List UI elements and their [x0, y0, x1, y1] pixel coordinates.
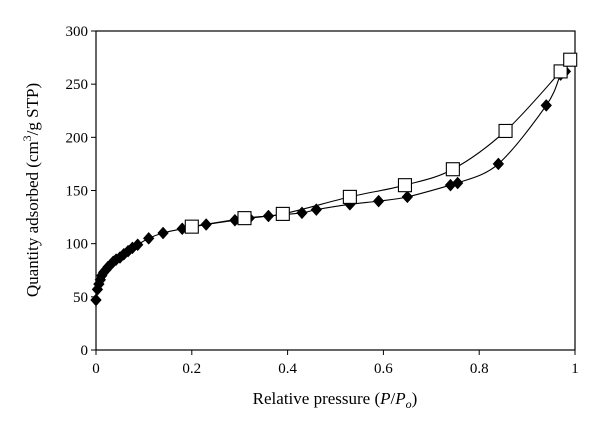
- square-marker: [397, 178, 413, 193]
- diamond-marker: [310, 203, 323, 217]
- diamond-marker: [262, 209, 275, 223]
- diamond-marker: [296, 206, 308, 220]
- y-axis-title: Quantity adsorbed (cm3/g STP): [20, 83, 42, 297]
- diamond-marker: [540, 99, 552, 112]
- series-line-1: [95, 70, 566, 301]
- y-tick-label: 200: [66, 130, 89, 146]
- x-tick-label: 0.4: [278, 361, 297, 377]
- y-tick-label: 0: [81, 343, 89, 359]
- square-marker: [498, 123, 513, 139]
- diamond-marker: [142, 231, 155, 245]
- y-tick-label: 150: [66, 184, 89, 200]
- y-tick-label: 100: [66, 237, 89, 253]
- series-markers: [90, 52, 578, 307]
- diamond-marker: [451, 176, 464, 190]
- square-marker: [553, 64, 568, 79]
- square-marker: [445, 162, 460, 177]
- diamond-marker: [401, 190, 414, 204]
- x-tick-label: 1: [571, 361, 579, 377]
- y-axis-ticks: 0 50 100 150 200 250 300: [66, 24, 96, 359]
- square-marker: [237, 211, 252, 226]
- square-marker: [563, 52, 578, 67]
- series-lines: [95, 59, 571, 301]
- x-tick-label: 0.2: [182, 361, 201, 377]
- x-tick-label: 0.8: [470, 361, 489, 377]
- diamond-marker: [200, 218, 212, 231]
- diamond-marker: [131, 238, 144, 252]
- y-tick-label: 300: [66, 24, 89, 40]
- plot-frame: [95, 30, 576, 351]
- square-marker: [184, 219, 199, 234]
- diamond-marker: [90, 293, 102, 307]
- x-tick-label: 0.6: [374, 361, 393, 377]
- y-tick-label: 250: [66, 77, 89, 93]
- diamond-marker: [372, 194, 385, 208]
- y-tick-label: 50: [73, 290, 88, 306]
- x-tick-label: 0: [92, 361, 100, 377]
- diamond-marker: [492, 157, 505, 171]
- square-marker: [342, 189, 357, 204]
- diamond-marker: [157, 226, 169, 240]
- x-axis-title: Relative pressure (P/Po): [253, 389, 418, 411]
- square-marker: [275, 206, 290, 221]
- x-axis-ticks: 0 0.2 0.4 0.6 0.8 1: [92, 350, 579, 377]
